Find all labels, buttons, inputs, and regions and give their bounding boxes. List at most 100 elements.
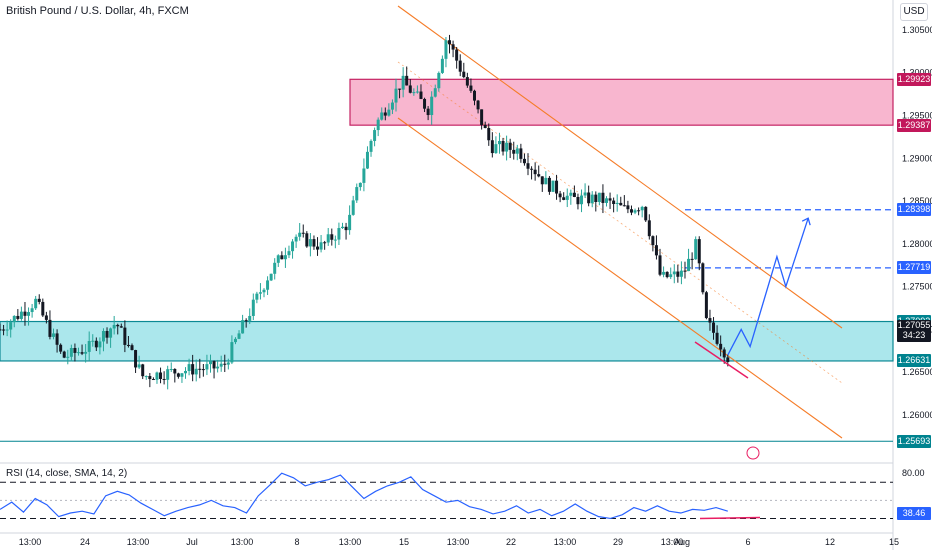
- candle: [594, 194, 598, 202]
- candle: [408, 85, 412, 93]
- candle: [405, 75, 409, 86]
- candle: [558, 193, 562, 198]
- candle: [305, 233, 309, 247]
- time-tick-label: 6: [745, 537, 750, 547]
- price-label-badge: 1.29387: [897, 118, 931, 132]
- candle: [323, 242, 327, 244]
- candle: [173, 368, 177, 374]
- candle: [440, 58, 444, 73]
- price-tick-label: 1.28500: [902, 196, 932, 206]
- candle: [626, 205, 630, 210]
- candle: [587, 192, 591, 204]
- resistance-zone: [349, 78, 894, 126]
- time-tick-label: 29: [613, 537, 623, 547]
- candle: [198, 368, 202, 370]
- time-tick-label: 13:00: [127, 537, 150, 547]
- currency-selector[interactable]: USD: [900, 3, 928, 21]
- time-tick-label: 13:00: [661, 537, 684, 547]
- candle: [694, 239, 698, 260]
- candle: [651, 236, 655, 246]
- candle: [687, 258, 691, 272]
- candle: [30, 308, 34, 313]
- candle: [547, 177, 551, 192]
- candle: [376, 119, 380, 131]
- candle: [205, 364, 209, 370]
- candle: [62, 351, 66, 358]
- alert-icon: [746, 446, 760, 460]
- candle: [483, 124, 487, 129]
- price-tick-label: 1.26000: [902, 410, 932, 420]
- candle: [52, 333, 56, 337]
- candle: [337, 228, 341, 240]
- candle: [697, 239, 701, 264]
- candle: [662, 271, 666, 275]
- price-label-badge: 1.27055 34:23: [897, 319, 931, 342]
- candle: [519, 148, 523, 159]
- candle: [159, 372, 163, 379]
- candle: [276, 255, 280, 263]
- candle: [415, 91, 419, 93]
- candle: [515, 148, 519, 154]
- candle: [715, 332, 719, 344]
- candle: [233, 338, 237, 343]
- candle: [287, 251, 291, 256]
- candle: [394, 88, 398, 103]
- candle: [458, 60, 462, 72]
- time-tick-label: 15: [399, 537, 409, 547]
- candle: [637, 210, 641, 212]
- price-label-badge: 1.26631: [897, 354, 931, 368]
- candle: [34, 298, 38, 309]
- candle: [298, 232, 302, 237]
- candle: [633, 210, 637, 213]
- candle: [69, 348, 73, 357]
- candle: [355, 187, 359, 201]
- candle: [373, 130, 377, 141]
- candle: [530, 168, 534, 170]
- time-tick-label: 13:00: [339, 537, 362, 547]
- candle: [472, 90, 476, 101]
- time-tick-label: Jul: [186, 537, 198, 547]
- candle: [333, 239, 337, 241]
- candle: [226, 362, 230, 365]
- candle: [312, 239, 316, 247]
- candle: [19, 311, 23, 319]
- channel-lower: [397, 117, 843, 439]
- time-tick-label: 13:00: [554, 537, 577, 547]
- candle: [184, 370, 188, 374]
- price-tick-label: 1.29500: [902, 111, 932, 121]
- candle: [604, 198, 608, 203]
- candle: [615, 202, 619, 205]
- rsi-tick-label: 80.00: [902, 468, 925, 478]
- price-tick-label: 1.30000: [902, 68, 932, 78]
- candle: [241, 320, 245, 334]
- candle: [255, 293, 259, 300]
- candle: [490, 140, 494, 154]
- candle: [0, 329, 2, 331]
- candle: [87, 340, 91, 352]
- candle: [608, 198, 612, 201]
- candle: [27, 312, 31, 316]
- candle: [330, 234, 334, 240]
- rsi-indicator-label[interactable]: RSI (14, close, SMA, 14, 2): [6, 468, 128, 479]
- rsi-line: [0, 472, 728, 520]
- candle: [84, 351, 88, 354]
- candle: [151, 379, 155, 381]
- candle: [248, 315, 252, 321]
- candle: [162, 378, 166, 380]
- candle: [351, 200, 355, 215]
- candle: [365, 151, 369, 169]
- candle: [155, 372, 159, 380]
- candle: [419, 91, 423, 99]
- candle: [266, 280, 270, 290]
- candle: [251, 299, 255, 316]
- candle: [533, 169, 537, 175]
- candle: [208, 361, 212, 365]
- candle: [55, 333, 59, 345]
- candle: [369, 140, 373, 152]
- candle: [380, 112, 384, 120]
- candle: [387, 109, 391, 116]
- candle: [679, 270, 683, 277]
- candle: [644, 206, 648, 221]
- candle: [112, 324, 116, 329]
